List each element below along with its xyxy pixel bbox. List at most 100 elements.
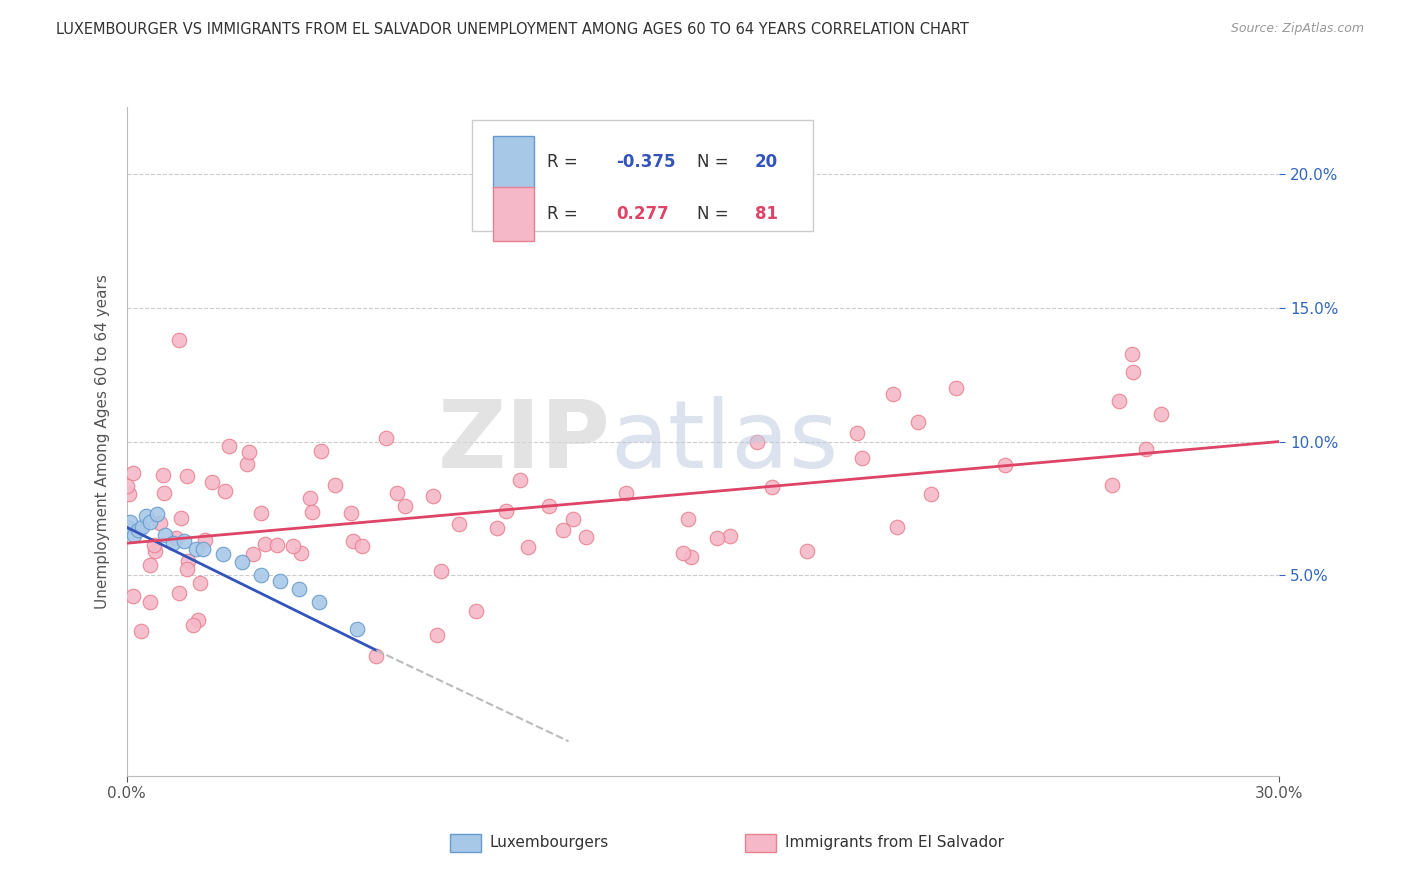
Point <box>118 487 141 501</box>
Point <box>509 474 531 488</box>
Point <box>117 479 139 493</box>
Point <box>152 468 174 483</box>
Text: R =: R = <box>547 153 578 171</box>
Point <box>288 582 311 596</box>
Point <box>308 595 330 609</box>
Point <box>170 511 193 525</box>
Point <box>231 555 253 569</box>
Point <box>676 512 699 526</box>
Bar <box>494 136 533 189</box>
Point <box>882 387 904 401</box>
Point <box>135 509 157 524</box>
Point <box>165 531 187 545</box>
Point <box>309 444 332 458</box>
Point <box>430 564 453 578</box>
Text: Immigrants from El Salvador: Immigrants from El Salvador <box>785 836 1004 850</box>
Point <box>138 595 160 609</box>
Point <box>176 469 198 483</box>
Point <box>342 534 364 549</box>
Point <box>551 523 574 537</box>
Point <box>176 562 198 576</box>
Point <box>447 516 470 531</box>
Point <box>120 515 142 529</box>
Point <box>920 487 942 501</box>
Point <box>238 444 260 458</box>
Bar <box>494 187 533 241</box>
Point <box>706 532 728 546</box>
Point <box>193 541 215 556</box>
Point <box>236 458 259 472</box>
Point <box>465 604 488 618</box>
Point <box>214 483 236 498</box>
Point <box>1101 478 1123 492</box>
Text: Source: ZipAtlas.com: Source: ZipAtlas.com <box>1230 22 1364 36</box>
Point <box>1122 365 1144 379</box>
Text: R =: R = <box>547 205 578 223</box>
Point <box>672 546 695 560</box>
Point <box>846 426 869 441</box>
Point <box>253 536 276 550</box>
Point <box>374 431 396 445</box>
Point <box>177 554 200 568</box>
Point <box>188 576 211 591</box>
Point <box>1121 347 1143 361</box>
Point <box>745 435 768 450</box>
Point <box>907 415 929 429</box>
Point <box>495 504 517 518</box>
Point <box>142 538 165 552</box>
Point <box>266 538 288 552</box>
Point <box>121 467 143 481</box>
Point <box>131 520 153 534</box>
Text: LUXEMBOURGER VS IMMIGRANTS FROM EL SALVADOR UNEMPLOYMENT AMONG AGES 60 TO 64 YEA: LUXEMBOURGER VS IMMIGRANTS FROM EL SALVA… <box>56 22 969 37</box>
Point <box>242 547 264 561</box>
Point <box>173 533 195 548</box>
Point <box>250 568 273 582</box>
Text: atlas: atlas <box>610 395 839 488</box>
Point <box>153 486 176 500</box>
Point <box>162 536 184 550</box>
Point <box>851 451 873 466</box>
Point <box>385 485 408 500</box>
Point <box>516 540 538 554</box>
Text: -0.375: -0.375 <box>617 153 676 171</box>
Point <box>1108 394 1130 409</box>
Point <box>1149 407 1171 421</box>
Text: ZIP: ZIP <box>437 395 610 488</box>
Point <box>250 506 273 520</box>
Point <box>426 628 449 642</box>
Text: N =: N = <box>697 153 728 171</box>
Text: Luxembourgers: Luxembourgers <box>489 836 609 850</box>
Point <box>346 622 368 636</box>
Point <box>138 558 160 573</box>
Point <box>281 539 304 553</box>
Point <box>201 475 224 490</box>
Point <box>1135 442 1157 456</box>
Point <box>352 539 374 553</box>
Point <box>614 486 637 500</box>
Point <box>994 458 1017 472</box>
Text: N =: N = <box>697 205 728 223</box>
Point <box>485 520 508 534</box>
Point <box>194 533 217 547</box>
Text: 81: 81 <box>755 205 778 223</box>
Point <box>153 528 176 542</box>
Point <box>394 499 416 513</box>
Point <box>796 544 818 558</box>
Point <box>122 528 145 542</box>
Point <box>187 614 209 628</box>
Bar <box>472 120 813 231</box>
Point <box>301 505 323 519</box>
Point <box>146 507 169 521</box>
Point <box>269 574 291 588</box>
Point <box>181 618 204 632</box>
Y-axis label: Unemployment Among Ages 60 to 64 years: Unemployment Among Ages 60 to 64 years <box>94 274 110 609</box>
Point <box>167 586 190 600</box>
Point <box>364 648 387 663</box>
Point <box>184 541 207 556</box>
Point <box>143 544 166 558</box>
Point <box>211 547 233 561</box>
Point <box>681 549 703 564</box>
Point <box>127 523 149 537</box>
Point <box>574 530 596 544</box>
Point <box>945 381 967 395</box>
